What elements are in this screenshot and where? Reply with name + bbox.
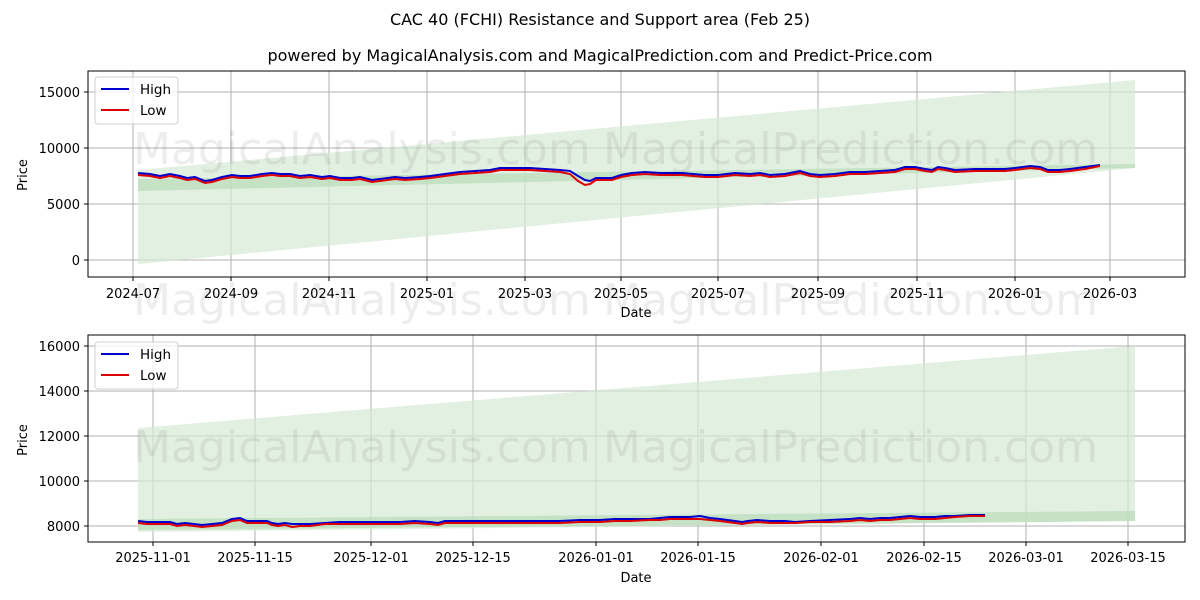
- svg-text:10000: 10000: [39, 142, 80, 157]
- bottom-legend: High Low: [94, 341, 179, 390]
- watermark-prediction-2: MagicalPrediction.com: [603, 275, 1098, 326]
- top-y-axis-label: Price: [16, 159, 31, 191]
- svg-text:2025-09: 2025-09: [791, 287, 845, 302]
- bottom-chart: MagicalAnalysis.com MagicalPrediction.co…: [16, 334, 1186, 586]
- top-legend: High Low: [94, 76, 179, 125]
- svg-text:2026-01: 2026-01: [988, 287, 1042, 302]
- legend-high-label: High: [140, 82, 171, 98]
- svg-text:2026-03-01: 2026-03-01: [988, 551, 1064, 566]
- svg-text:10000: 10000: [39, 475, 80, 490]
- svg-text:14000: 14000: [39, 385, 80, 400]
- svg-text:2025-12-01: 2025-12-01: [333, 551, 409, 566]
- top-low-line: [137, 165, 1101, 187]
- svg-text:2026-03: 2026-03: [1083, 287, 1137, 302]
- bottom-high-line: [137, 514, 985, 527]
- svg-text:12000: 12000: [39, 430, 80, 445]
- svg-text:16000: 16000: [39, 340, 80, 355]
- svg-text:2024-07: 2024-07: [106, 287, 160, 302]
- bottom-x-axis-label: Date: [620, 571, 651, 586]
- bottom-wide-band: [138, 346, 1135, 532]
- svg-text:2025-11: 2025-11: [890, 287, 944, 302]
- top-x-axis-label: Date: [620, 306, 651, 321]
- svg-text:2026-01-01: 2026-01-01: [558, 551, 634, 566]
- svg-text:2025-05: 2025-05: [594, 287, 648, 302]
- watermark-analysis-2: MagicalAnalysis.com: [133, 275, 591, 326]
- top-plot-frame: [87, 70, 1186, 278]
- svg-text:2026-01-15: 2026-01-15: [660, 551, 736, 566]
- svg-text:2024-09: 2024-09: [204, 287, 258, 302]
- svg-text:2025-07: 2025-07: [691, 287, 745, 302]
- svg-text:2025-11-01: 2025-11-01: [115, 551, 191, 566]
- svg-text:2026-03-15: 2026-03-15: [1090, 551, 1166, 566]
- chart-title: CAC 40 (FCHI) Resistance and Support are…: [389, 10, 811, 29]
- watermark-prediction-3: MagicalPrediction.com: [603, 422, 1098, 473]
- svg-text:15000: 15000: [39, 86, 80, 101]
- svg-text:5000: 5000: [47, 198, 80, 213]
- chart-subtitle: powered by MagicalAnalysis.com and Magic…: [267, 46, 933, 65]
- legend-low-label: Low: [140, 368, 167, 384]
- bottom-low-line: [137, 515, 985, 529]
- bottom-x-ticks: 2025-11-01 2025-11-15 2025-12-01 2025-12…: [115, 542, 1166, 566]
- top-y-ticks: 15000 10000 5000 0: [39, 86, 88, 269]
- svg-text:2026-02-15: 2026-02-15: [886, 551, 962, 566]
- bottom-plot-frame: [87, 334, 1186, 543]
- legend-low-label: Low: [140, 103, 167, 119]
- watermark-analysis-3: MagicalAnalysis.com: [133, 422, 591, 473]
- top-high-line: [137, 164, 1101, 183]
- watermark-analysis: MagicalAnalysis.com: [133, 124, 591, 175]
- svg-text:2025-03: 2025-03: [498, 287, 552, 302]
- svg-text:0: 0: [72, 254, 80, 269]
- svg-text:2025-01: 2025-01: [400, 287, 454, 302]
- top-chart: MagicalAnalysis.com MagicalPrediction.co…: [16, 70, 1186, 326]
- svg-text:2025-12-15: 2025-12-15: [435, 551, 511, 566]
- top-x-ticks: 2024-07 2024-09 2024-11 2025-01 2025-03 …: [106, 277, 1137, 302]
- svg-text:8000: 8000: [47, 520, 80, 535]
- bottom-y-axis-label: Price: [16, 424, 31, 456]
- svg-text:2025-11-15: 2025-11-15: [217, 551, 293, 566]
- watermark-prediction: MagicalPrediction.com: [603, 124, 1098, 175]
- svg-text:2026-02-01: 2026-02-01: [783, 551, 859, 566]
- bottom-y-ticks: 16000 14000 12000 10000 8000: [39, 340, 88, 535]
- svg-text:2024-11: 2024-11: [302, 287, 356, 302]
- legend-high-label: High: [140, 347, 171, 363]
